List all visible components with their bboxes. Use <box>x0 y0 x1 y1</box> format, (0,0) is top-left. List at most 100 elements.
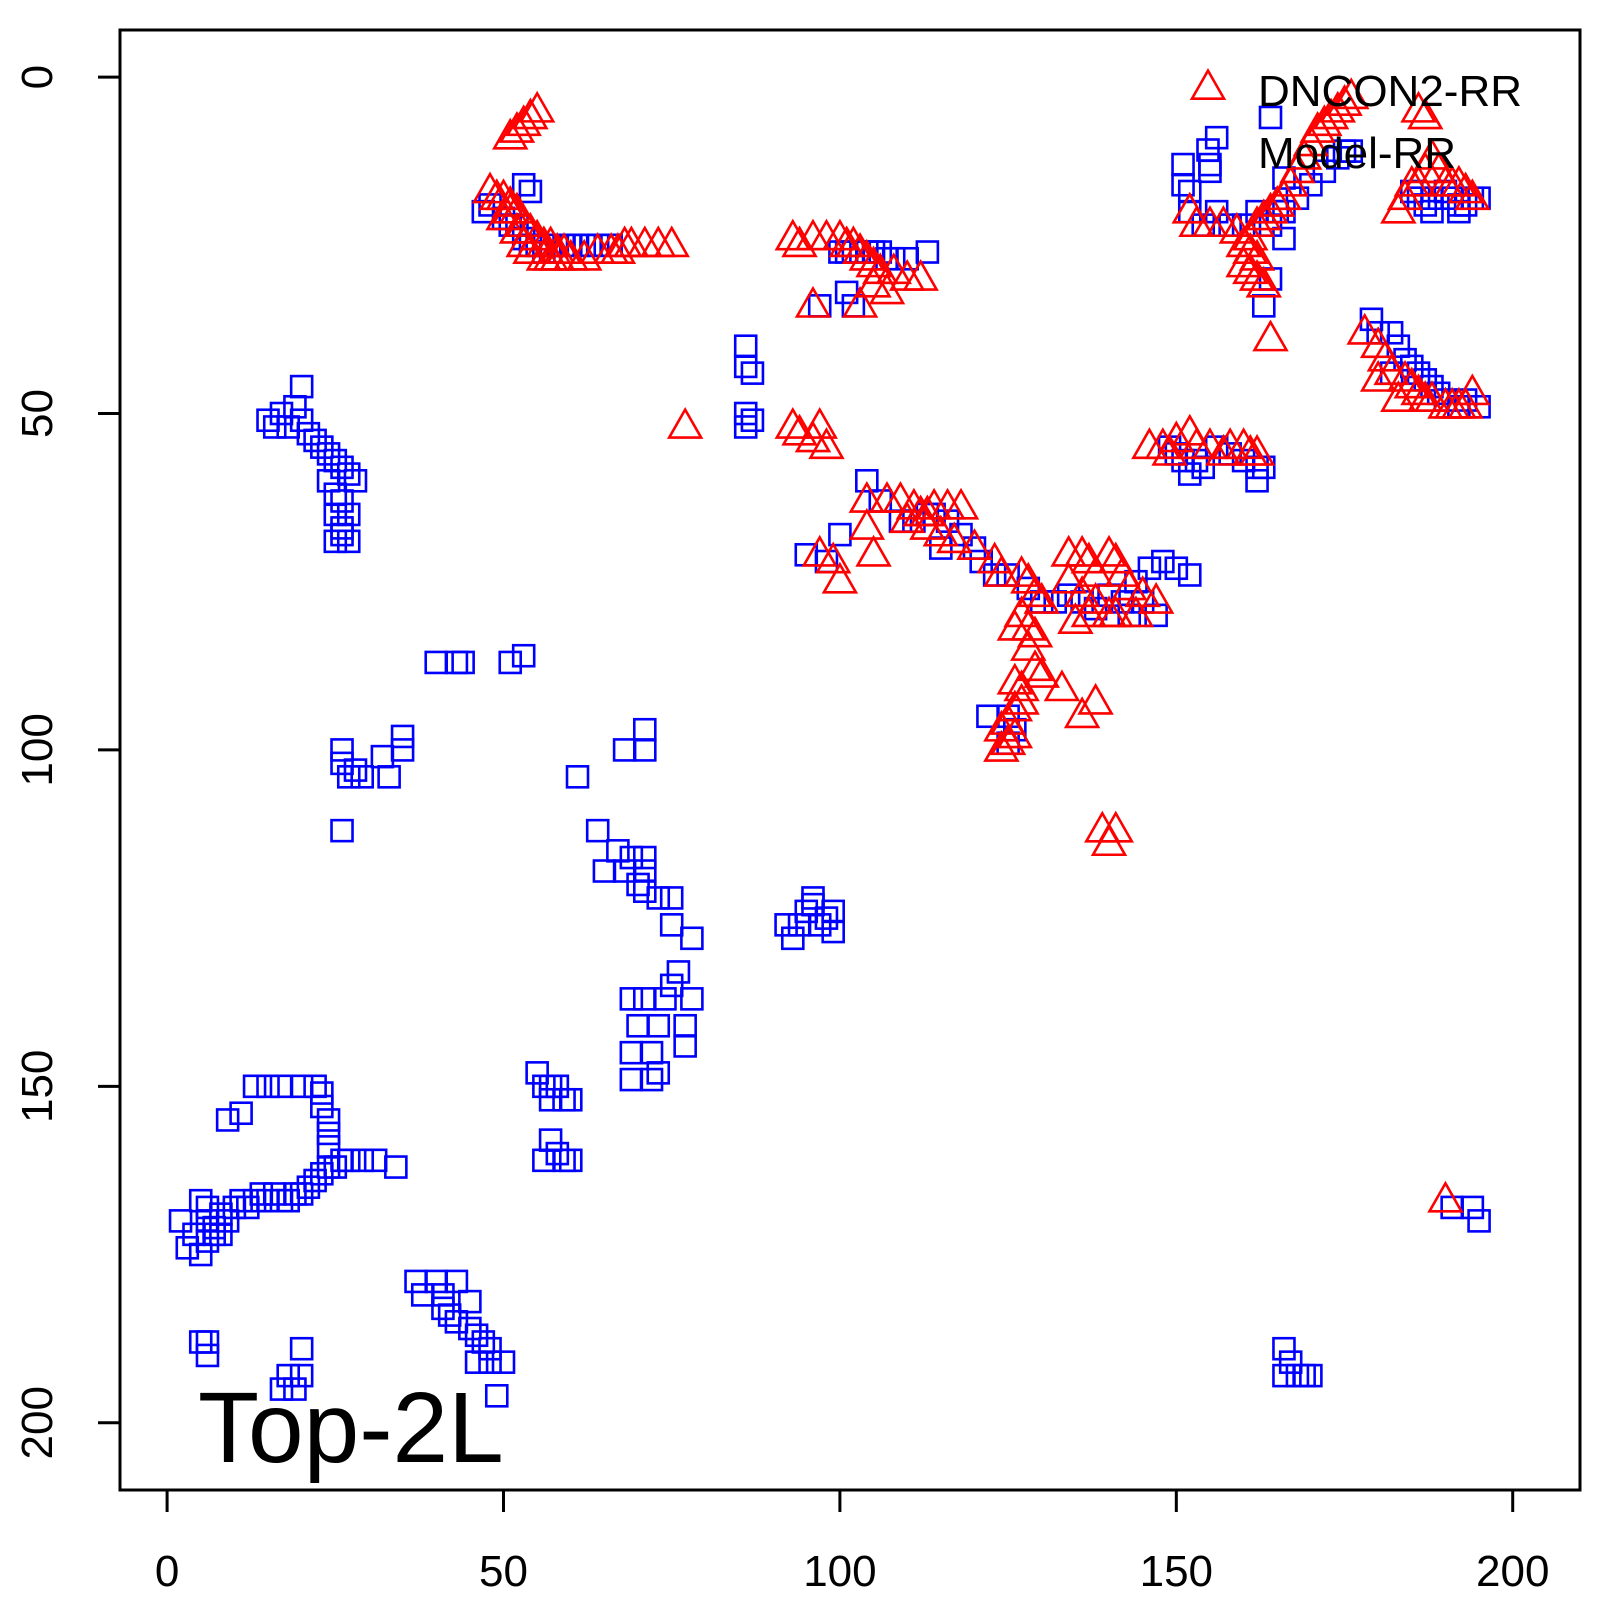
data-point-square <box>256 1074 280 1099</box>
data-point-square <box>323 529 348 554</box>
data-point-square <box>276 1363 301 1388</box>
data-point-square <box>390 724 415 749</box>
data-point-square <box>289 374 314 399</box>
data-point-square <box>1251 455 1276 480</box>
data-point-triangle <box>801 406 838 439</box>
data-point-square <box>545 1074 570 1099</box>
data-point-square <box>195 1330 220 1354</box>
data-point-triangle <box>1097 595 1135 628</box>
data-point-triangle <box>1238 258 1276 291</box>
data-point-square <box>242 1074 267 1099</box>
data-point-square <box>814 906 839 930</box>
data-point-square <box>316 1135 341 1159</box>
legend-marker-triangle <box>1189 68 1227 100</box>
data-point-triangle <box>653 225 690 258</box>
data-point-triangle <box>821 561 859 594</box>
data-point-triangle <box>1454 178 1491 211</box>
data-point-triangle <box>1447 171 1484 204</box>
data-point-triangle <box>1010 629 1047 661</box>
data-point-square <box>915 240 940 264</box>
data-point-square <box>632 879 657 903</box>
data-point-square <box>464 1323 489 1348</box>
data-point-square <box>289 1336 314 1361</box>
y-tick-label: 100 <box>13 713 62 786</box>
data-point-square <box>458 1289 482 1314</box>
data-point-square <box>316 1121 341 1146</box>
data-point-square <box>330 738 354 762</box>
data-point-square <box>781 926 805 951</box>
data-point-square <box>646 886 671 910</box>
data-point-square <box>303 1168 327 1193</box>
data-point-square <box>188 1242 213 1267</box>
data-point-triangle <box>983 554 1020 587</box>
data-point-square <box>316 468 341 493</box>
y-tick-label: 150 <box>13 1050 62 1123</box>
data-point-square <box>289 1182 314 1206</box>
data-point-square <box>659 913 684 937</box>
data-point-triangle <box>1070 595 1108 628</box>
data-point-square <box>801 886 825 910</box>
data-point-triangle <box>1057 602 1094 635</box>
data-point-square <box>821 919 845 944</box>
data-point-triangle <box>1023 655 1060 688</box>
data-point-triangle <box>808 427 845 460</box>
data-point-square <box>1312 159 1337 184</box>
data-point-triangle <box>1151 433 1188 466</box>
data-point-square <box>1204 199 1229 224</box>
data-point-square <box>1137 556 1162 581</box>
data-point-triangle <box>1380 380 1417 412</box>
data-point-triangle <box>841 232 879 264</box>
data-point-square <box>585 818 610 843</box>
x-tick-label: 0 <box>155 1547 179 1596</box>
data-point-square <box>511 643 536 668</box>
data-point-square <box>303 428 327 453</box>
y-axis: 0 50 100 150 200 <box>13 65 122 1459</box>
legend-label: Model-RR <box>1258 129 1456 178</box>
data-point-square <box>343 468 368 493</box>
data-point-square <box>269 1377 294 1401</box>
y-tick-label: 50 <box>13 389 62 438</box>
data-point-square <box>336 529 361 554</box>
data-point-triangle <box>1454 373 1491 406</box>
data-point-square <box>330 522 354 547</box>
data-point-triangle <box>888 501 926 534</box>
data-point-square <box>451 650 475 675</box>
data-point-square <box>558 1087 583 1112</box>
data-point-square <box>444 1269 469 1294</box>
data-point-square <box>1177 563 1202 587</box>
data-point-triangle <box>1359 359 1397 392</box>
data-point-square <box>168 1209 193 1233</box>
data-point-square <box>639 1067 664 1092</box>
data-point-square <box>444 1309 469 1334</box>
data-point-square <box>653 987 677 1011</box>
data-point-square <box>1258 105 1283 130</box>
data-point-square <box>673 1034 697 1058</box>
data-point-square <box>498 650 523 675</box>
data-point-square <box>262 415 287 439</box>
series-dncon2-rr <box>471 77 1491 1213</box>
data-point-square <box>343 758 368 782</box>
data-point-triangle <box>841 285 879 318</box>
data-point-square <box>289 1363 314 1388</box>
data-point-triangle <box>491 184 529 217</box>
data-point-triangle <box>485 178 522 211</box>
data-point-triangle <box>1144 427 1182 460</box>
data-point-triangle <box>1077 682 1114 715</box>
data-point-square <box>680 987 704 1011</box>
data-point-square <box>330 455 354 480</box>
data-point-square <box>316 442 341 466</box>
data-point-triangle <box>1427 1180 1464 1213</box>
data-point-triangle <box>1252 319 1289 352</box>
data-point-square <box>733 401 758 426</box>
data-point-square <box>289 408 314 433</box>
legend-marker-square <box>1196 138 1220 162</box>
data-point-square <box>1339 139 1364 163</box>
data-point-square <box>518 179 543 204</box>
data-point-square <box>740 408 765 433</box>
data-point-square <box>1467 1209 1491 1233</box>
data-point-triangle <box>774 406 812 439</box>
data-point-square <box>330 489 354 513</box>
data-point-square <box>209 1222 233 1247</box>
data-point-square <box>195 1209 220 1233</box>
